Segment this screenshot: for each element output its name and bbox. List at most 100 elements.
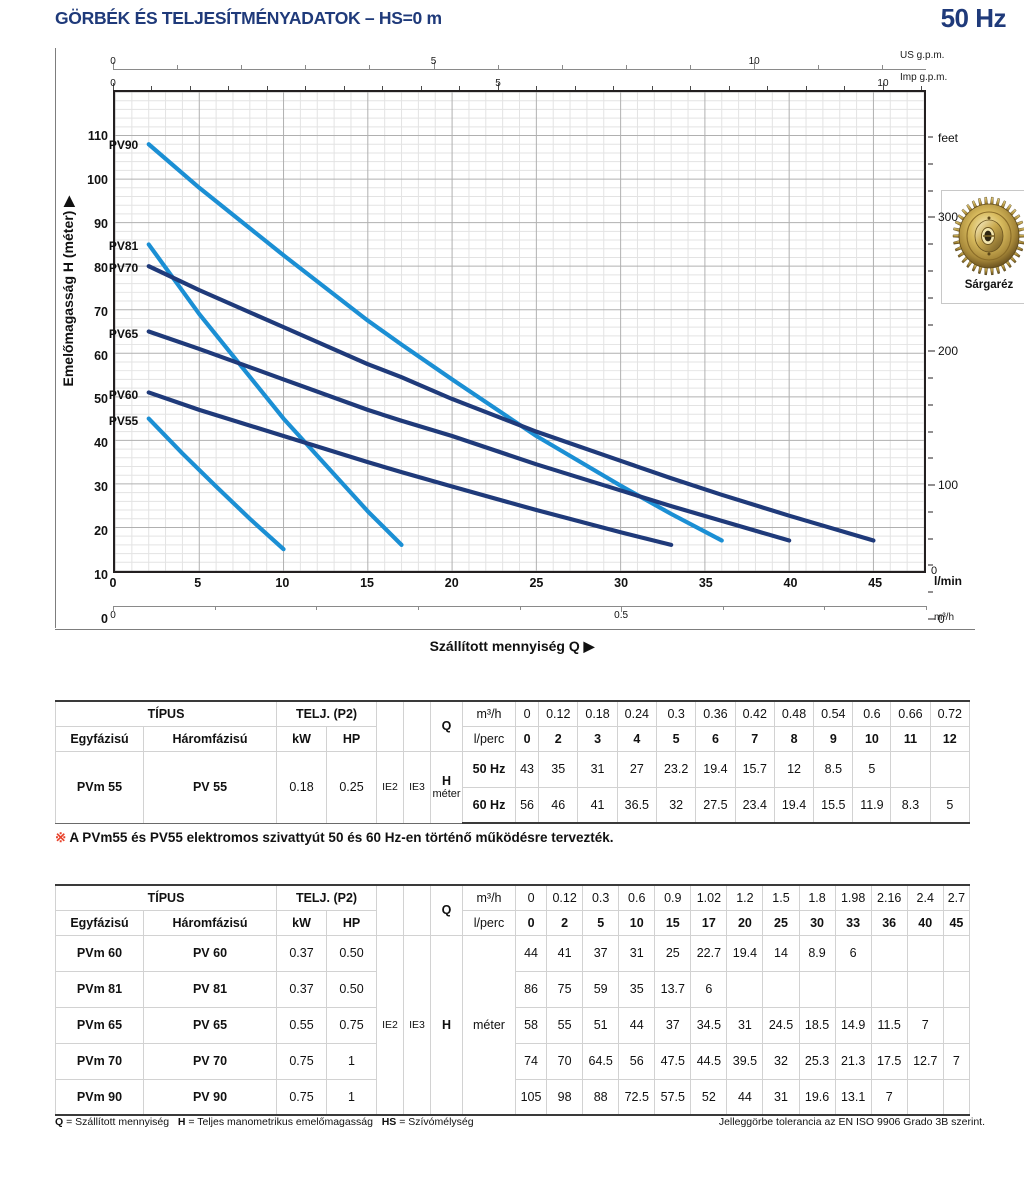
axis-imp-tickmark-minor xyxy=(690,86,692,92)
y-tick-feet-100: 100 xyxy=(938,478,959,493)
y-tick-minor-feet-240 xyxy=(928,297,933,299)
axis-imp-tick-0: 0 xyxy=(110,78,116,89)
curve-label-pv70: PV70 xyxy=(108,260,139,275)
h50-0: 43 xyxy=(514,750,540,788)
h2-3-0: 74 xyxy=(514,1042,548,1080)
h2-2-9: 14.9 xyxy=(834,1006,872,1044)
performance-chart: 0 5 10 US g.p.m. 0 5 10 Imp g.p.m. Emelőmaga… xyxy=(0,46,1024,654)
axis-m3h: 00.511.522.5 xyxy=(110,606,927,626)
h60-6: 23.4 xyxy=(734,786,775,824)
x-tickmark-m3h-minor xyxy=(722,606,724,610)
y-tick-40: 40 xyxy=(94,436,108,451)
qv2-m3h-2: 0.3 xyxy=(582,884,620,911)
h2-4-11 xyxy=(906,1078,944,1116)
th-ph3-blank xyxy=(403,700,431,752)
cell-h-meter: H méter xyxy=(430,750,463,824)
y-tick-90: 90 xyxy=(94,216,108,231)
curve-label-pv60: PV60 xyxy=(108,387,139,402)
h50-1: 35 xyxy=(538,750,579,788)
x-tickmark-m3h-minor xyxy=(417,606,419,610)
h2-2-7: 24.5 xyxy=(762,1006,800,1044)
y-tick-feet-0: 0 xyxy=(938,612,945,626)
qv2-m3h-0: 0 xyxy=(514,884,548,911)
h2-1-5: 6 xyxy=(690,970,728,1008)
h2-4-12 xyxy=(942,1078,971,1116)
cell2-kw-1: 0.37 xyxy=(276,970,327,1008)
th-hp: HP xyxy=(326,725,377,752)
cell2-hp-4: 1 xyxy=(326,1078,377,1116)
cell-ie3: IE3 xyxy=(403,750,431,824)
axis-imp-tickmark-10 xyxy=(882,83,884,92)
axis-imp-tickmark-minor xyxy=(420,86,422,92)
h60-1: 46 xyxy=(538,786,579,824)
table-pv55-grid: TÍPUS TELJ. (P2) Q m³/h 0 0.12 0.18 0.24… xyxy=(55,700,971,824)
qv-lperc-1: 2 xyxy=(538,725,579,752)
y-tick-10: 10 xyxy=(94,568,108,583)
h60-2: 41 xyxy=(577,786,618,824)
y-tick-minor-feet-340 xyxy=(928,163,933,165)
h50-10 xyxy=(890,750,931,788)
y-tick-feet-300: 300 xyxy=(938,210,959,225)
x-axis-title: Szállított mennyiség Q ▶ xyxy=(429,638,595,654)
axis-imp-tickmark-minor xyxy=(805,86,807,92)
qv2-lperc-8: 30 xyxy=(798,909,836,936)
cell-ie2: IE2 xyxy=(376,750,404,824)
qv2-lperc-4: 15 xyxy=(654,909,692,936)
y-tick-110: 110 xyxy=(87,129,108,143)
y-tick-minor-feet-180 xyxy=(928,377,933,379)
qv2-m3h-1: 0.12 xyxy=(546,884,584,911)
material-callout: Sárgaréz xyxy=(941,190,1024,304)
h2-2-4: 37 xyxy=(654,1006,692,1044)
axis-us-tickmark-minor xyxy=(241,65,243,70)
axis-us-tickmark-minor xyxy=(497,65,499,70)
qv-lperc-7: 8 xyxy=(773,725,815,752)
h2-1-3: 35 xyxy=(618,970,656,1008)
plot-area: Sárgaréz PV90 PV81 PV70 PV65 PV60 PV55 xyxy=(109,90,1024,573)
h60-3: 36.5 xyxy=(616,786,658,824)
axis-us-tickmark-minor xyxy=(561,65,563,70)
axis-imp-tickmark-minor xyxy=(459,86,461,92)
y-tick-mark-feet-0 xyxy=(928,618,935,620)
frequency-badge: 50 Hz xyxy=(940,3,1007,33)
h2-1-2: 59 xyxy=(582,970,620,1008)
y-tick-0: 0 xyxy=(101,612,108,626)
h2-3-10: 17.5 xyxy=(870,1042,908,1080)
cell-meter-label: méter xyxy=(432,788,461,800)
table-row: PVm 81 PV 81 0.37 0.50 86 75 59 35 13.7 6 xyxy=(55,970,971,1008)
axis-imp-tickmark-minor xyxy=(151,86,153,92)
h2-2-8: 18.5 xyxy=(798,1006,836,1044)
h50-4: 23.2 xyxy=(655,750,697,788)
y-tick-50: 50 xyxy=(94,392,108,407)
axis-imp-tickmark-0 xyxy=(113,83,114,92)
axis-us-tickmark-minor xyxy=(690,65,692,70)
row-hz60-label: 60 Hz xyxy=(462,786,516,824)
footer-q-def: = Szállított mennyiség xyxy=(66,1116,170,1128)
y-tick-minor-feet-60 xyxy=(928,538,933,540)
table-pv55: TÍPUS TELJ. (P2) Q m³/h 0 0.12 0.18 0.24… xyxy=(55,700,971,824)
h2-0-8: 8.9 xyxy=(798,934,836,972)
curve-label-pv81: PV81 xyxy=(108,238,139,253)
x-tick-m3h-0: 0 xyxy=(110,610,116,621)
qv2-lperc-11: 40 xyxy=(906,909,944,936)
y-tick-minor-feet-280 xyxy=(928,243,933,245)
h60-9: 11.9 xyxy=(852,786,892,824)
h60-5: 27.5 xyxy=(695,786,736,824)
row-hz50-label: 50 Hz xyxy=(462,750,516,788)
h2-1-0: 86 xyxy=(514,970,548,1008)
note-line: ※ A PVm55 és PV55 elektromos szivattyút 5… xyxy=(55,830,614,846)
h50-2: 31 xyxy=(577,750,618,788)
th2-type: TÍPUS xyxy=(55,884,277,911)
table-row: Egyfázisú Háromfázisú kW HP l/perc 0 2 5 10 15 17 2… xyxy=(55,909,971,936)
h2-4-6: 44 xyxy=(726,1078,764,1116)
cell2-hp-1: 0.50 xyxy=(326,970,377,1008)
cell2-single-3: PVm 70 xyxy=(55,1042,144,1080)
axis-imp-tick-10: 10 xyxy=(877,78,889,89)
axis-imp-tickmark-minor xyxy=(343,86,345,92)
qv-lperc-4: 5 xyxy=(655,725,697,752)
h2-4-7: 31 xyxy=(762,1078,800,1116)
cell-hp: 0.25 xyxy=(326,750,377,824)
axis-imp-tickmark-minor xyxy=(574,86,576,92)
cell2-meter-label: méter xyxy=(462,934,516,1116)
h2-0-11 xyxy=(906,934,944,972)
qv2-m3h-4: 0.9 xyxy=(654,884,692,911)
